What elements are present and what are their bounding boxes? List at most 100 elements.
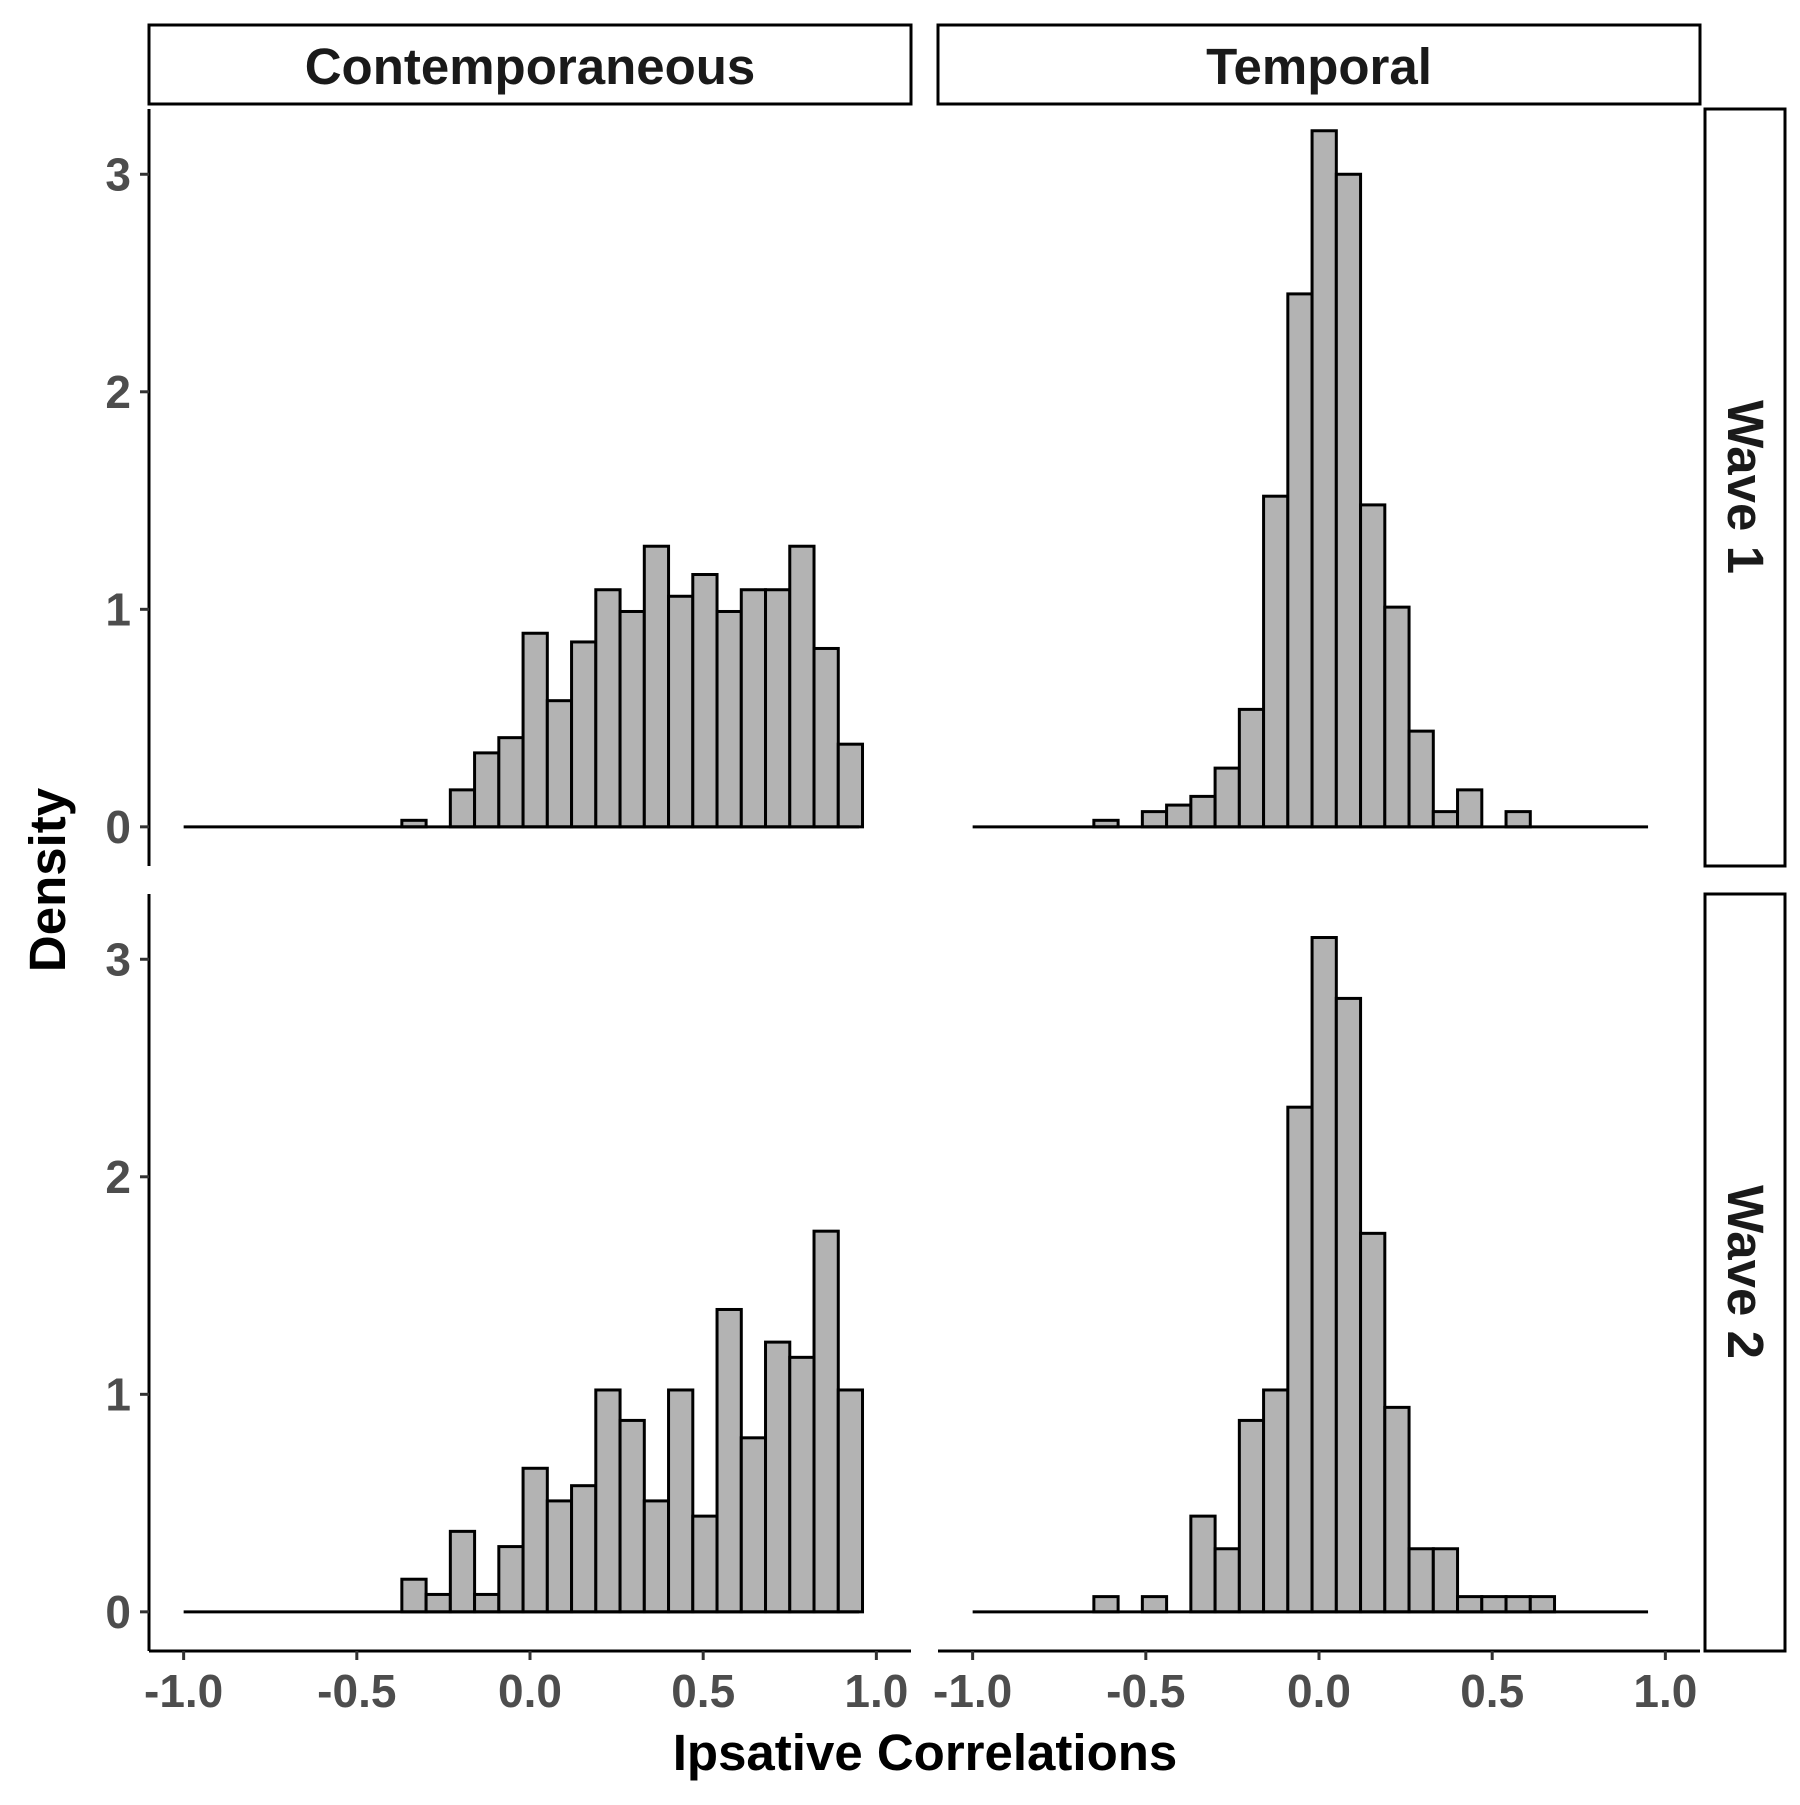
histogram-bar	[1262, 1388, 1290, 1614]
histogram-bar	[739, 588, 768, 829]
histogram-bar	[1456, 1595, 1484, 1614]
histogram-bar	[1237, 1418, 1266, 1614]
histogram-bar	[1310, 129, 1338, 829]
histogram-bar	[1262, 494, 1290, 829]
histogram-bar	[764, 588, 792, 829]
histogram-bar	[473, 751, 501, 829]
histogram-bar	[618, 1418, 646, 1614]
x-tick-label: 0.0	[498, 1665, 562, 1717]
histogram-bar	[667, 1388, 695, 1614]
histogram-bar	[521, 631, 549, 829]
x-tick-label: -1.0	[933, 1665, 1012, 1717]
y-tick-label: 2	[105, 1151, 131, 1203]
panel-1-1: -1.0 -0.5 0.0 0.5 1.0	[933, 936, 1700, 1717]
x-tick-label: 1.0	[1633, 1665, 1697, 1717]
histogram-bar	[1359, 1231, 1387, 1614]
histogram-bar	[812, 1229, 840, 1614]
histogram-bar	[1092, 1595, 1120, 1614]
histogram-bar	[1334, 172, 1363, 829]
histogram-bar	[812, 646, 840, 829]
x-tick-label: -1.0	[144, 1665, 223, 1717]
histogram-bar	[1237, 707, 1266, 829]
histogram-bar	[715, 609, 743, 829]
histogram-bar	[1456, 788, 1484, 829]
y-tick-label: 1	[105, 1368, 131, 1420]
histogram-bar	[1140, 810, 1169, 829]
histogram-bar	[521, 1466, 549, 1614]
histogram-bar	[667, 594, 695, 829]
histogram-bar	[691, 1514, 719, 1614]
histogram-bar	[497, 736, 525, 829]
histogram-bar	[570, 1484, 598, 1614]
panels-layer: 0 1 2 3 0 1 2 3 -1.0 -0.5 0.0 0.5 1.0 -1.0 -0.5 0.0 0.5 1…	[105, 109, 1700, 1717]
x-tick-label: 1.0	[844, 1665, 908, 1717]
y-tick-label: 2	[105, 366, 131, 418]
histogram-bar	[545, 699, 574, 829]
strip-header-row-2: Wave 2	[1703, 892, 1787, 1653]
histogram-bar	[1213, 1547, 1241, 1614]
histogram-bar	[1310, 936, 1338, 1614]
histogram-bar	[764, 1340, 792, 1614]
histogram-bar	[1383, 605, 1411, 829]
histogram-bar	[1359, 503, 1387, 829]
histogram-bar	[448, 1529, 477, 1614]
strip-label-wave-1: Wave 1	[1717, 400, 1774, 574]
strip-header-row-1: Wave 1	[1703, 107, 1787, 868]
histogram-bar	[1528, 1595, 1557, 1614]
histogram-bar	[545, 1499, 574, 1614]
panel-0-1	[972, 129, 1649, 829]
histogram-bar	[1504, 1595, 1532, 1614]
histogram-bar	[497, 1545, 525, 1614]
strip-label-temporal: Temporal	[1206, 38, 1432, 95]
strip-header-col-1: Contemporaneous	[147, 23, 913, 106]
histogram-bar	[1334, 996, 1363, 1614]
x-tick-label: -0.5	[1106, 1665, 1185, 1717]
histogram-bar	[836, 742, 865, 829]
histogram-bar	[570, 640, 598, 829]
histogram-bar	[642, 544, 671, 829]
histogram-bar	[448, 788, 477, 829]
histogram-bar	[788, 1355, 816, 1614]
y-tick-label: 1	[105, 583, 131, 635]
panel-1-0: 0 1 2 3 -1.0 -0.5 0.0 0.5 1.0	[105, 894, 911, 1717]
histogram-bar	[1165, 803, 1193, 829]
histogram-bar	[1286, 1105, 1314, 1614]
x-axis-title: Ipsative Correlations	[673, 1724, 1178, 1781]
strip-label-wave-2: Wave 2	[1717, 1185, 1774, 1359]
x-tick-label: 0.0	[1287, 1665, 1351, 1717]
histogram-bar	[1286, 292, 1314, 829]
strip-header-col-2: Temporal	[936, 23, 1702, 106]
x-tick-label: -0.5	[317, 1665, 396, 1717]
histogram-bar	[836, 1388, 865, 1614]
histogram-bar	[739, 1436, 768, 1614]
histogram-bar	[1431, 1547, 1460, 1614]
x-tick-label: 0.5	[671, 1665, 735, 1717]
histogram-bar	[1407, 1547, 1435, 1614]
y-axis-title: Density	[19, 787, 76, 972]
x-tick-label: 0.5	[1460, 1665, 1524, 1717]
histogram-bar	[1383, 1405, 1411, 1614]
histogram-bar	[618, 609, 646, 829]
histogram-bar	[1189, 1514, 1217, 1614]
histogram-bar	[594, 588, 622, 829]
histogram-bar	[691, 573, 719, 829]
histogram-bar	[1431, 810, 1460, 829]
histogram-bar	[473, 1592, 501, 1614]
histogram-bar	[1504, 810, 1532, 829]
histogram-bar	[1407, 729, 1435, 829]
y-tick-label: 3	[105, 933, 131, 985]
y-tick-label: 0	[105, 1586, 131, 1638]
histogram-bar	[1213, 766, 1241, 829]
panel-0-0: 0 1 2 3	[105, 109, 865, 866]
histogram-bar	[715, 1307, 743, 1614]
y-tick-label: 0	[105, 801, 131, 853]
histogram-bar	[1189, 794, 1217, 829]
histogram-bar	[1140, 1595, 1169, 1614]
strip-label-contemporaneous: Contemporaneous	[305, 38, 756, 95]
histogram-bar	[788, 544, 816, 829]
histogram-bar	[424, 1592, 452, 1614]
histogram-bar	[1480, 1595, 1508, 1614]
y-tick-label: 3	[105, 148, 131, 200]
